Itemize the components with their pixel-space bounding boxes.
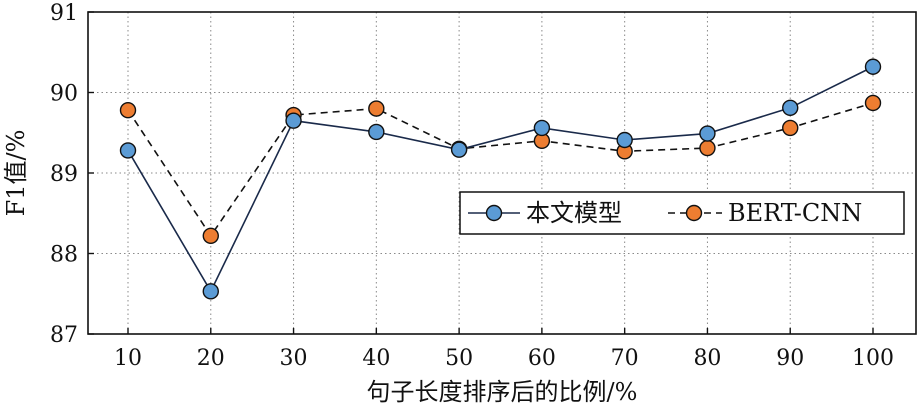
data-point-series-1	[533, 119, 551, 137]
y-tick-labels: 87 88 89 90 91	[50, 1, 94, 348]
y-tick-label: 91	[50, 1, 78, 26]
data-point-series-1	[202, 283, 219, 300]
data-point-series-1	[782, 99, 799, 116]
x-tick-label: 80	[693, 346, 721, 371]
x-tick-label: 90	[776, 346, 804, 371]
data-point-series-2	[699, 139, 716, 157]
data-point-series-2	[202, 227, 219, 244]
data-point-series-1	[864, 58, 882, 75]
data-point-series-1	[368, 123, 385, 141]
legend-marker-series-1	[485, 204, 503, 222]
series-layer	[119, 58, 882, 300]
data-point-series-1	[119, 142, 137, 159]
x-tick-label: 40	[362, 346, 390, 371]
data-point-series-2	[782, 119, 799, 137]
x-tick-label: 10	[114, 346, 142, 371]
y-tick-label: 88	[50, 243, 78, 268]
legend-marker-series-2	[685, 204, 703, 222]
legend-label-series-1: 本文模型	[526, 199, 622, 227]
x-axis-title: 句子长度排序后的比例/%	[367, 378, 638, 406]
data-point-series-1	[616, 131, 633, 149]
x-tick-label: 20	[197, 346, 225, 371]
data-point-series-2	[368, 100, 385, 117]
data-point-series-1	[699, 125, 716, 142]
y-tick-label: 89	[50, 162, 78, 187]
x-tick-label: 60	[528, 346, 556, 371]
legend-label-series-2: BERT-CNN	[728, 199, 862, 227]
data-point-series-1	[450, 141, 468, 158]
x-tick-label: 100	[852, 346, 894, 371]
x-tick-label: 70	[611, 346, 639, 371]
y-tick-label: 90	[50, 82, 78, 107]
x-tick-label: 50	[445, 346, 473, 371]
y-tick-label: 87	[50, 323, 78, 348]
x-tick-labels: 10 20 30 40 50 60 70 80 90 100	[114, 328, 894, 371]
data-point-series-2	[864, 94, 882, 112]
data-point-series-1	[285, 112, 302, 129]
data-point-series-2	[119, 102, 137, 119]
series-line-1	[127, 66, 874, 294]
legend: 本文模型 BERT-CNN	[459, 191, 905, 235]
y-axis-title: F1值/%	[2, 130, 30, 217]
x-tick-label: 30	[280, 346, 308, 371]
